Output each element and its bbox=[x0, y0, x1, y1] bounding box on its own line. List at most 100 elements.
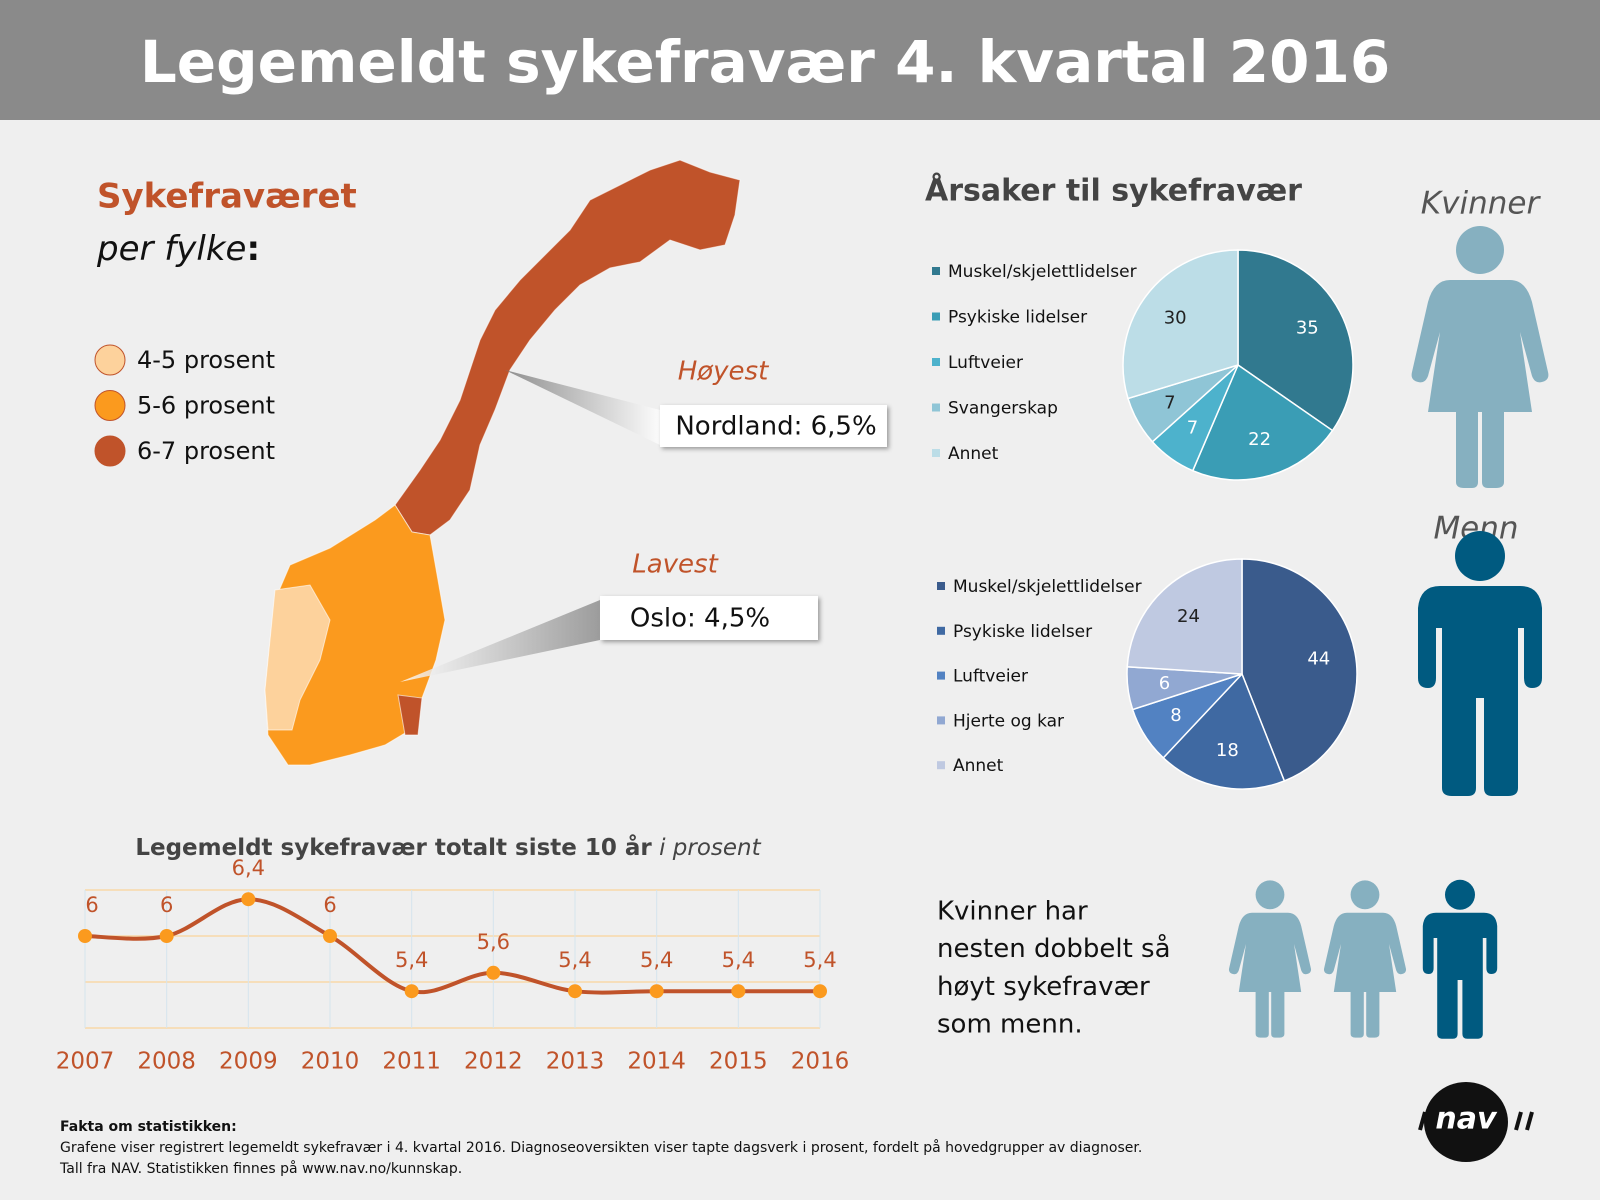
legend-label: 5-6 prosent bbox=[137, 392, 275, 420]
legend-swatch bbox=[937, 582, 945, 590]
map-subheading-colon: : bbox=[246, 229, 260, 269]
data-label: 6,4 bbox=[232, 856, 265, 880]
data-label: 5,6 bbox=[477, 930, 510, 954]
pie-slice bbox=[1162, 672, 1286, 790]
pie-slice bbox=[1237, 249, 1354, 432]
legend-label: Annet bbox=[948, 444, 999, 464]
line-marker bbox=[159, 929, 174, 943]
footer-heading: Fakta om statistikken: bbox=[60, 1119, 237, 1135]
callout-pointer bbox=[505, 370, 660, 445]
pie-label: Kvinner bbox=[1421, 186, 1542, 222]
data-label: 6 bbox=[323, 893, 336, 917]
pie-value-label: 7 bbox=[1187, 418, 1198, 439]
data-label: 5,4 bbox=[803, 948, 836, 972]
pie-value-label: 35 bbox=[1296, 318, 1319, 339]
legend-label: Muskel/skjelettlidelser bbox=[948, 262, 1137, 282]
callout-text: Nordland: 6,5% bbox=[675, 412, 876, 442]
pie-value-label: 6 bbox=[1159, 673, 1170, 694]
pie-slice bbox=[1122, 249, 1239, 400]
callout-box bbox=[600, 596, 818, 640]
legend-swatch bbox=[932, 403, 940, 412]
x-tick-label: 2015 bbox=[709, 1049, 768, 1075]
legend-label: Luftveier bbox=[953, 667, 1028, 687]
legend-swatch bbox=[937, 716, 945, 725]
line-title-text: Legemeldt sykefravær totalt siste 10 år bbox=[135, 834, 652, 861]
legend-swatch bbox=[937, 761, 945, 770]
map-heading: Sykefraværet bbox=[97, 177, 357, 217]
pie-slice bbox=[1241, 558, 1358, 782]
x-tick-label: 2016 bbox=[791, 1049, 850, 1075]
pie-value-label: 44 bbox=[1307, 648, 1330, 669]
pie-value-label: 30 bbox=[1164, 307, 1187, 328]
x-tick-label: 2014 bbox=[627, 1049, 686, 1075]
x-tick-label: 2012 bbox=[464, 1049, 523, 1075]
logo-slash bbox=[1514, 1111, 1523, 1131]
callout-text: Oslo: 4,5% bbox=[630, 604, 770, 634]
x-tick-label: 2011 bbox=[382, 1049, 441, 1075]
map-region bbox=[397, 694, 423, 736]
data-label: 5,4 bbox=[395, 948, 428, 972]
logo: nav bbox=[1418, 1082, 1534, 1162]
callout-heading: Lavest bbox=[632, 550, 718, 580]
legend-swatch bbox=[932, 312, 940, 321]
pie-title: Årsaker til sykefravær bbox=[925, 172, 1302, 209]
x-tick-label: 2007 bbox=[56, 1049, 115, 1075]
line-chart: 6 2007 6 2008 6,4 2009 6 2010 5,4 2011 5,6 2012 5,4 2… bbox=[56, 856, 850, 1074]
line-marker bbox=[568, 984, 582, 999]
legend-label: 4-5 prosent bbox=[137, 346, 275, 374]
line-marker bbox=[78, 929, 92, 943]
footer-line: Tall fra NAV. Statistikken finnes på www… bbox=[59, 1160, 462, 1177]
pie-value-label: 22 bbox=[1248, 429, 1271, 450]
pie-slice bbox=[1191, 363, 1334, 481]
x-tick-label: 2013 bbox=[546, 1049, 605, 1075]
footer-line: Grafene viser registrert legemeldt sykef… bbox=[60, 1139, 1142, 1156]
line-marker bbox=[404, 984, 419, 999]
line-marker bbox=[323, 929, 337, 943]
data-label: 6 bbox=[85, 893, 98, 917]
legend-label: Muskel/skjelettlidelser bbox=[953, 577, 1142, 597]
legend-label: Svangerskap bbox=[948, 399, 1058, 419]
legend-swatch bbox=[94, 344, 126, 376]
legend-label: 6-7 prosent bbox=[137, 437, 275, 465]
data-label: 5,4 bbox=[558, 948, 591, 972]
line-marker bbox=[486, 965, 501, 980]
legend-label: Psykiske lidelser bbox=[953, 622, 1092, 642]
logo-badge bbox=[1424, 1082, 1508, 1162]
line-marker bbox=[241, 892, 256, 907]
legend-swatch bbox=[932, 267, 940, 275]
title-bar bbox=[0, 0, 1600, 120]
pie-slice bbox=[1126, 558, 1243, 675]
legend-swatch bbox=[937, 671, 945, 680]
legend-swatch bbox=[937, 626, 945, 635]
map-subheading-text: per fylke bbox=[96, 229, 246, 269]
data-label: 5,4 bbox=[640, 948, 673, 972]
map-region bbox=[264, 584, 331, 731]
line-title: Legemeldt sykefravær totalt siste 10 år … bbox=[135, 834, 761, 861]
legend-label: Annet bbox=[953, 756, 1004, 776]
line-series bbox=[84, 897, 820, 995]
map-legend: 4-5 prosent 5-6 prosent 6-7 prosent bbox=[94, 344, 275, 467]
data-label: 6 bbox=[160, 893, 173, 917]
pie-value-label: 24 bbox=[1177, 606, 1200, 627]
map-region bbox=[394, 159, 741, 536]
logo-text: nav bbox=[1435, 1102, 1498, 1137]
norway-map bbox=[264, 159, 741, 766]
pie-value-label: 18 bbox=[1216, 740, 1239, 761]
legend-swatch bbox=[932, 358, 940, 366]
line-marker bbox=[731, 984, 746, 999]
legend-label: Psykiske lidelser bbox=[948, 308, 1087, 328]
pie-value-label: 8 bbox=[1170, 705, 1181, 726]
legend-label: Hjerte og kar bbox=[953, 711, 1064, 731]
x-tick-label: 2010 bbox=[301, 1049, 360, 1075]
logo-slash bbox=[1418, 1111, 1427, 1131]
legend-swatch bbox=[932, 449, 940, 457]
line-marker bbox=[649, 984, 664, 999]
callout-heading: Høyest bbox=[678, 357, 769, 387]
callout-pointer bbox=[400, 600, 600, 682]
legend-swatch bbox=[94, 435, 126, 467]
logo-slash bbox=[1525, 1111, 1534, 1131]
callout-box bbox=[660, 405, 887, 447]
x-tick-label: 2008 bbox=[137, 1049, 196, 1075]
